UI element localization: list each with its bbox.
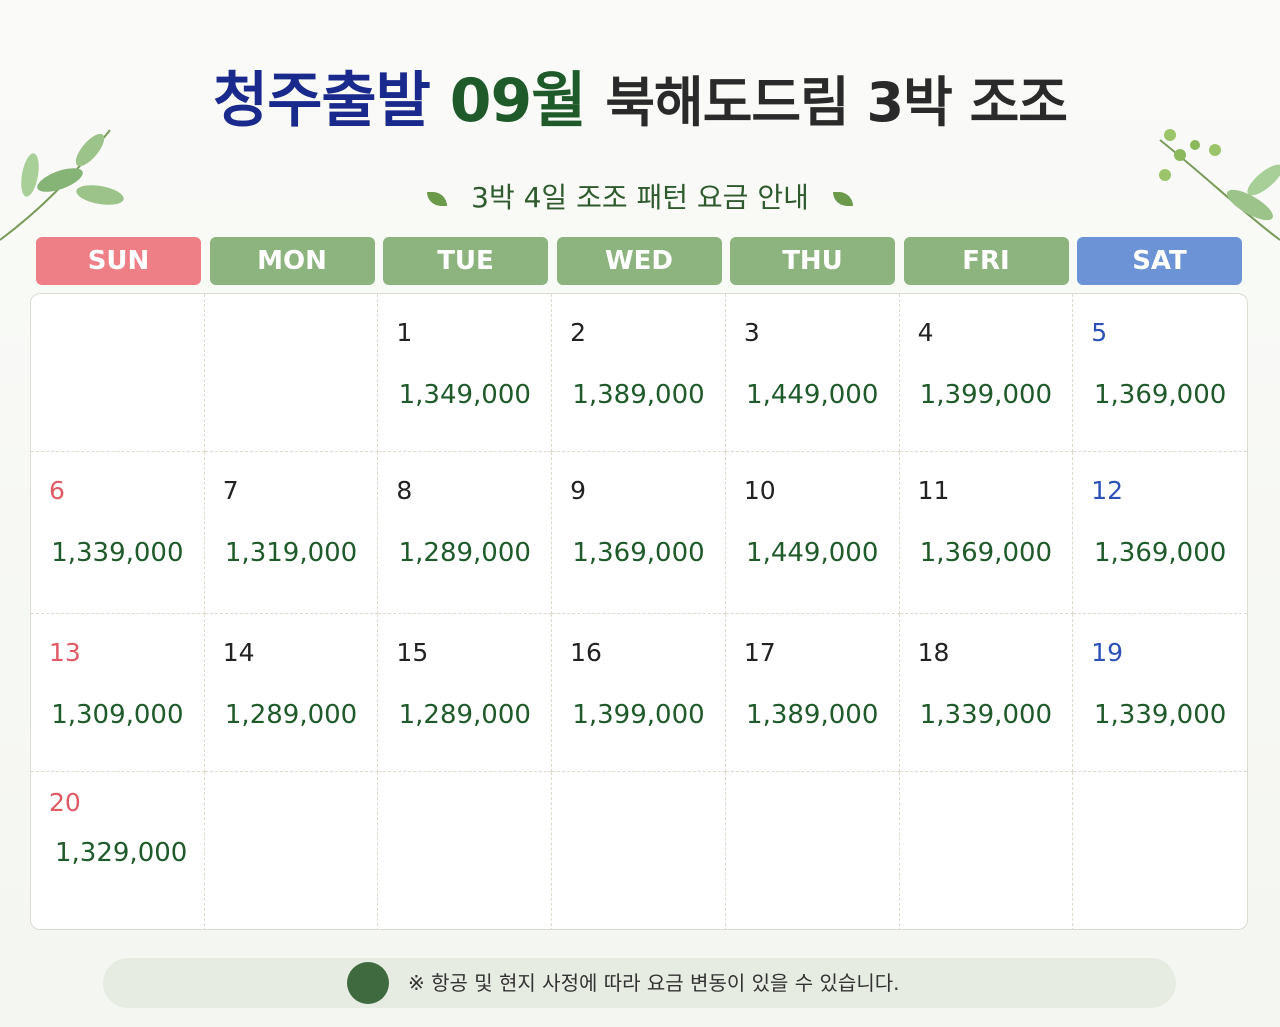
calendar-grid: 1 1,349,000 2 1,389,000 3 1,449,000 4 1,399,000…: [30, 293, 1248, 930]
price: 1,349,000: [398, 380, 531, 410]
day-number: 19: [1091, 638, 1124, 667]
day-cell: 14 1,289,000: [204, 614, 379, 772]
price: 1,289,000: [398, 538, 531, 568]
price: 1,389,000: [572, 380, 705, 410]
day-number: 10: [743, 476, 776, 505]
megaphone-icon: [347, 962, 389, 1004]
notice: ※ 항공 및 현지 사정에 따라 요금 변동이 있을 수 있습니다.: [408, 971, 900, 995]
day-cell: 4 1,399,000: [899, 294, 1074, 452]
day-number: 16: [570, 638, 602, 667]
day-number: 15: [396, 638, 429, 667]
day-number: 5: [1091, 318, 1108, 347]
price: 1,339,000: [1093, 700, 1227, 730]
price: 1,369,000: [1093, 538, 1227, 568]
price: 1,309,000: [51, 700, 184, 730]
weekday-header: SUN: [36, 237, 201, 285]
price: 1,399,000: [919, 380, 1053, 410]
day-number: 4: [917, 318, 934, 347]
price: 1,319,000: [224, 538, 358, 568]
leaf-icon: [832, 192, 853, 206]
day-cell: [31, 294, 205, 452]
weekday-header: MON: [209, 237, 375, 285]
day-number: 2: [570, 318, 587, 347]
day-cell: 18 1,339,000: [899, 614, 1074, 772]
day-number: 13: [49, 638, 81, 667]
day-cell: [204, 294, 379, 452]
day-number: 18: [917, 638, 950, 667]
day-number: 1: [396, 318, 413, 347]
weekday-header: TUE: [383, 237, 548, 285]
day-cell: 6 1,339,000: [31, 452, 205, 614]
day-cell: [1073, 772, 1247, 929]
day-cell: [378, 772, 553, 929]
weekday-header: THU: [730, 237, 895, 285]
price: 1,339,000: [51, 538, 184, 568]
day-cell: 17 1,389,000: [725, 614, 900, 772]
day-number: 9: [570, 476, 587, 505]
day-cell: 9 1,369,000: [552, 452, 726, 614]
title-month: 09월: [449, 66, 587, 136]
day-cell: 12 1,369,000: [1073, 452, 1247, 614]
weekday-header: WED: [556, 237, 722, 285]
day-cell: 20 1,329,000: [31, 772, 205, 929]
day-cell: 8 1,289,000: [378, 452, 553, 614]
day-cell: [900, 772, 1074, 929]
price: 1,339,000: [919, 700, 1053, 730]
day-cell: [205, 772, 379, 929]
leaf-decoration: [0, 129, 124, 241]
day-number: 3: [743, 318, 760, 347]
day-cell: 5 1,369,000: [1073, 294, 1247, 452]
day-number: 8: [396, 476, 413, 505]
day-cell: 15 1,289,000: [378, 614, 553, 772]
price: 1,289,000: [224, 700, 358, 730]
title-origin: 청주출발: [213, 66, 431, 136]
price: 1,369,000: [1093, 380, 1227, 410]
flower-decoration: [1159, 129, 1280, 241]
price: 1,449,000: [746, 538, 879, 568]
day-number: 11: [917, 476, 950, 505]
price: 1,329,000: [55, 838, 188, 868]
day-number: 12: [1091, 476, 1124, 505]
day-cell: 16 1,399,000: [552, 614, 726, 772]
day-number: 7: [222, 476, 239, 505]
price: 1,369,000: [572, 538, 705, 568]
price: 1,449,000: [746, 380, 879, 410]
weekday-header: FRI: [903, 237, 1069, 285]
subtitle: 3박 4일 조조 패턴 요금 안내: [471, 181, 809, 214]
day-cell: 19 1,339,000: [1073, 614, 1247, 772]
day-cell: [552, 772, 726, 929]
day-cell: 11 1,369,000: [899, 452, 1074, 614]
day-cell: 2 1,389,000: [552, 294, 726, 452]
title: 청주출발 09월 북해도드림 3박 조조: [0, 52, 1280, 139]
day-number: 17: [743, 638, 776, 667]
notice-bar: ※ 항공 및 현지 사정에 따라 요금 변동이 있을 수 있습니다.: [103, 958, 1176, 1008]
weekday-header: SAT: [1077, 237, 1242, 285]
day-cell: 7 1,319,000: [204, 452, 379, 614]
price: 1,369,000: [919, 538, 1053, 568]
day-cell: 10 1,449,000: [725, 452, 900, 614]
subtitle-row: 3박 4일 조조 패턴 요금 안내: [0, 176, 1280, 216]
title-product: 북해도드림 3박 조조: [605, 71, 1068, 134]
price: 1,399,000: [572, 700, 705, 730]
day-number: 14: [222, 638, 255, 667]
price: 1,289,000: [398, 700, 531, 730]
day-cell: 1 1,349,000: [378, 294, 553, 452]
price: 1,389,000: [746, 700, 879, 730]
day-number: 20: [49, 788, 81, 817]
day-cell: 3 1,449,000: [725, 294, 900, 452]
leaf-icon: [427, 192, 448, 206]
day-number: 6: [49, 476, 65, 505]
day-cell: 13 1,309,000: [31, 614, 205, 772]
day-cell: [726, 772, 900, 929]
